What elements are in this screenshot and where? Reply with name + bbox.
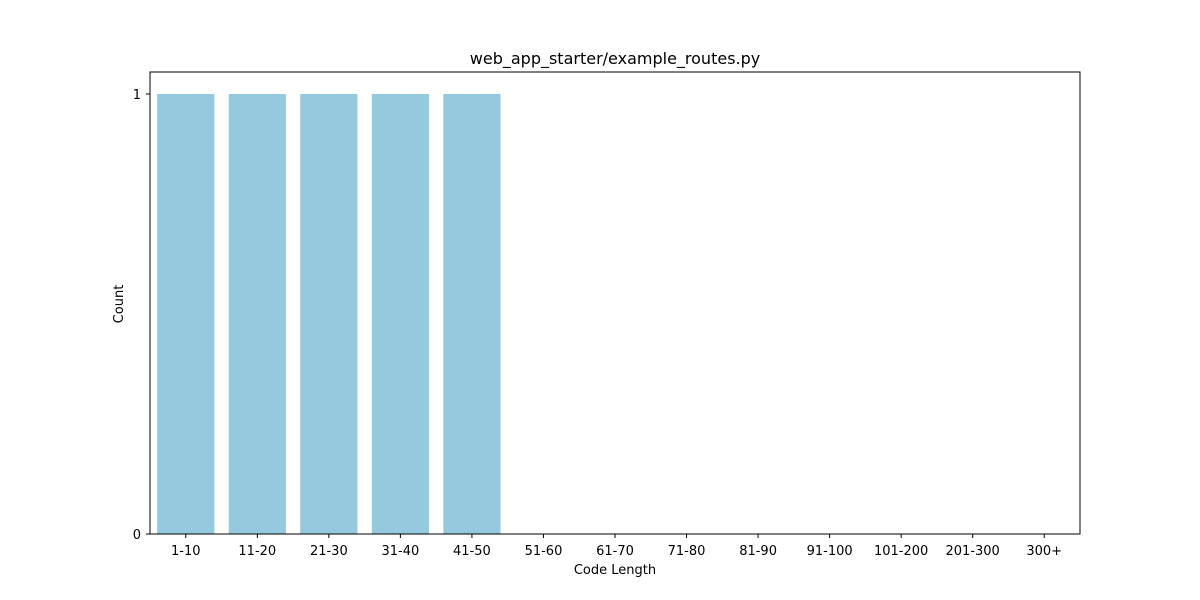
bar-11-20 <box>228 94 286 534</box>
bar-31-40 <box>371 94 429 534</box>
y-axis-label: Count <box>112 285 127 324</box>
x-tick-label: 41-50 <box>453 544 491 559</box>
bar-41-50 <box>443 94 501 534</box>
x-tick-label: 101-200 <box>874 544 928 559</box>
x-axis-label: Code Length <box>574 563 656 578</box>
x-tick-label: 11-20 <box>238 544 276 559</box>
y-tick-label: 0 <box>133 528 141 543</box>
x-tick-label: 71-80 <box>668 544 706 559</box>
x-tick-label: 91-100 <box>807 544 853 559</box>
x-tick-label: 300+ <box>1026 544 1062 559</box>
bars-group <box>157 94 501 534</box>
x-tick-label: 61-70 <box>596 544 634 559</box>
x-tick-label: 1-10 <box>171 544 201 559</box>
plot-area-frame <box>149 71 1081 535</box>
y-axis-ticks: 01 <box>133 88 150 543</box>
x-axis-ticks: 1-10 11-20 21-30 31-40 41-50 51-60 61-70 71-80 8… <box>171 534 1062 559</box>
bar-21-30 <box>300 94 358 534</box>
y-tick-label: 1 <box>133 88 141 103</box>
x-tick-label: 51-60 <box>525 544 563 559</box>
bar-1-10 <box>157 94 215 534</box>
chart-title: web_app_starter/example_routes.py <box>470 49 760 69</box>
x-tick-label: 201-300 <box>946 544 1000 559</box>
x-tick-label: 81-90 <box>739 544 777 559</box>
x-tick-label: 31-40 <box>381 544 419 559</box>
x-tick-label: 21-30 <box>310 544 348 559</box>
